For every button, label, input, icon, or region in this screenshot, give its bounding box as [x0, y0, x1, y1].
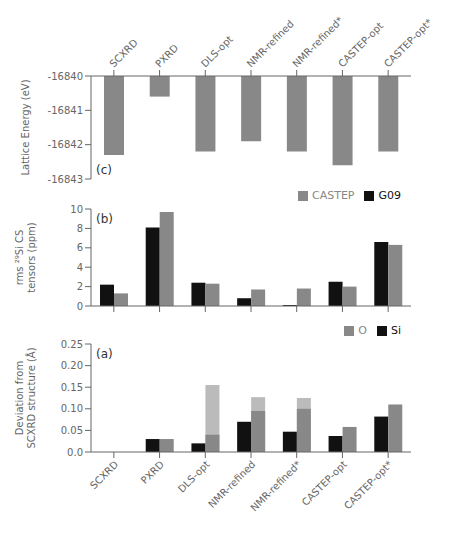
svg-text:rms ²⁹Si CStensors (ppm): rms ²⁹Si CStensors (ppm): [14, 222, 37, 293]
svg-text:NMR-refined: NMR-refined: [245, 18, 296, 69]
svg-text:NMR-refined*: NMR-refined*: [248, 459, 303, 514]
html-text:CASTEP: CASTEP: [312, 189, 355, 202]
html-text:O: O: [358, 324, 367, 337]
svg-text:8: 8: [77, 223, 83, 234]
svg-text:-16842: -16842: [48, 139, 83, 150]
svg-text:6: 6: [77, 242, 83, 253]
svg-text:(c): (c): [96, 163, 112, 177]
svg-text:-16843: -16843: [48, 174, 83, 183]
svg-text:0.0: 0.0: [67, 447, 83, 458]
svg-text:10: 10: [70, 204, 83, 215]
html-text:Si: Si: [391, 324, 401, 337]
svg-text:2: 2: [77, 281, 83, 292]
svg-text:-16840: -16840: [48, 71, 83, 82]
svg-text:0.10: 0.10: [61, 403, 83, 414]
svg-text:0.20: 0.20: [61, 360, 83, 371]
svg-text:CASTEP-opt: CASTEP-opt: [300, 459, 349, 508]
svg-text:PXRD: PXRD: [153, 42, 180, 69]
svg-text:-16841: -16841: [48, 105, 83, 116]
svg-text:NMR-refined: NMR-refined: [206, 459, 257, 510]
svg-text:4: 4: [77, 262, 83, 273]
svg-text:PXRD: PXRD: [139, 458, 166, 485]
svg-text:0.15: 0.15: [61, 382, 83, 393]
svg-text:(b): (b): [96, 212, 113, 226]
svg-text:CASTEP-opt*: CASTEP-opt*: [342, 459, 395, 512]
svg-text:SCXRD: SCXRD: [88, 458, 121, 491]
svg-text:DLS-opt: DLS-opt: [199, 33, 235, 69]
svg-text:Deviation fromSCXRD structure: Deviation fromSCXRD structure (Å): [14, 347, 37, 448]
svg-text:DLS-opt: DLS-opt: [176, 459, 212, 495]
svg-text:NMR-refined*: NMR-refined*: [290, 14, 346, 70]
svg-text:CASTEP-opt: CASTEP-opt: [336, 20, 385, 69]
svg-text:SCXRD: SCXRD: [107, 37, 140, 70]
svg-text:0: 0: [77, 301, 83, 312]
svg-text:0.05: 0.05: [61, 425, 83, 436]
svg-text:CASTEP-opt*: CASTEP-opt*: [382, 17, 435, 70]
html-text:G09: G09: [378, 189, 401, 202]
svg-text:Lattice Energy (eV): Lattice Energy (eV): [20, 79, 31, 175]
svg-text:0.25: 0.25: [61, 339, 83, 350]
svg-text:(a): (a): [96, 347, 113, 361]
